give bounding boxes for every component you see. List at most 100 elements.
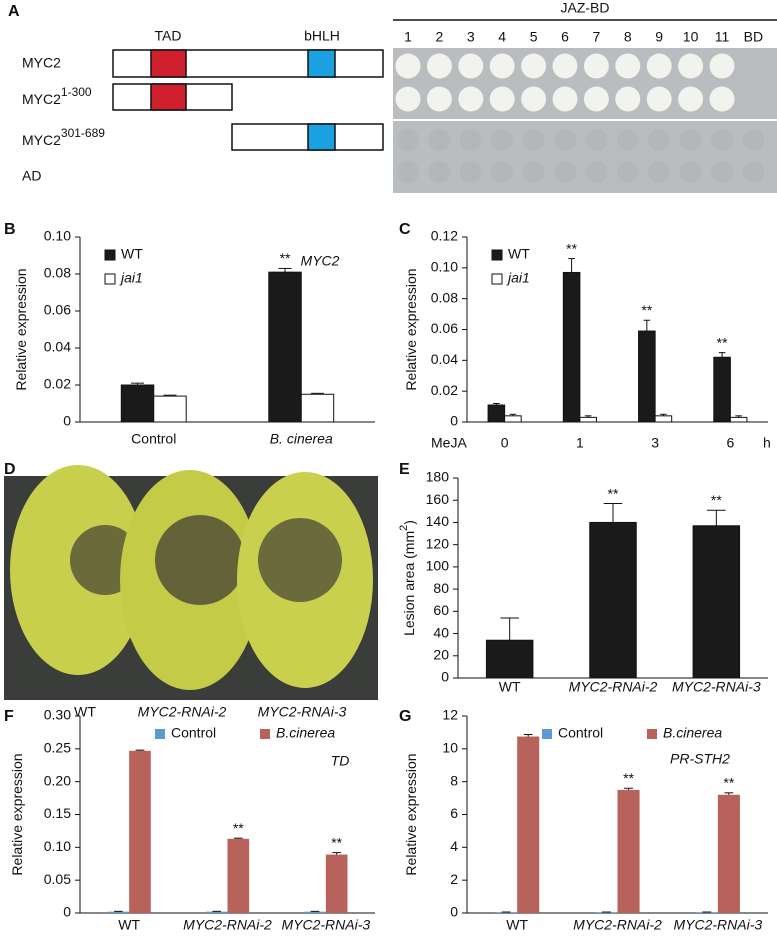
colony — [709, 86, 735, 112]
legend-swatch — [155, 729, 165, 739]
y-tick-label: 0.04 — [431, 351, 458, 367]
legend-swatch — [542, 729, 552, 739]
y-tick-label: 20 — [433, 646, 449, 662]
x-tick-label: WT — [118, 917, 140, 933]
y-tick-label: 0.25 — [44, 740, 71, 756]
bar — [692, 525, 741, 679]
y-axis-label: Lesion area (mm2) — [398, 520, 417, 636]
y-label-text: Relative expression — [13, 268, 29, 390]
column-label: 8 — [624, 29, 632, 45]
bar — [717, 794, 740, 913]
panel-letter: G — [399, 708, 411, 725]
colony-faint — [648, 129, 671, 151]
annotation: MYC2 — [301, 253, 340, 269]
y-tick-label: 0.20 — [44, 772, 71, 788]
y-label-text: Relative expression — [9, 753, 25, 875]
colony — [552, 86, 578, 112]
x-tick-label: MYC2-RNAi-2 — [569, 679, 658, 695]
colony — [458, 86, 484, 112]
colony-faint — [428, 129, 451, 151]
y-tick-label: 0.10 — [44, 838, 71, 854]
x-tick-label: WT — [499, 679, 521, 695]
significance: ** — [233, 820, 244, 836]
column-label: 10 — [683, 29, 699, 45]
legend-swatch — [104, 249, 116, 261]
construct-label: MYC2301-689 — [22, 126, 105, 148]
panel-letter: D — [4, 461, 16, 478]
y-axis-label: Relative expression — [403, 268, 419, 390]
bar — [227, 838, 250, 913]
construct-label: AD — [22, 168, 41, 184]
colony — [395, 53, 421, 79]
y-tick-label: 0.04 — [44, 339, 71, 355]
column-label: BD — [744, 29, 763, 45]
bar — [729, 416, 748, 423]
y-tick-label: 0.12 — [431, 228, 458, 244]
bar — [300, 393, 335, 423]
bar — [304, 911, 326, 913]
domain-label: TAD — [155, 28, 182, 44]
bar — [153, 395, 187, 423]
legend-label: Control — [558, 725, 603, 741]
photo-label: MYC2-RNAi-2 — [138, 704, 227, 720]
x-tick-label: MYC2-RNAi-2 — [573, 917, 662, 933]
legend-swatch — [260, 729, 270, 739]
y-tick-label: 0.02 — [431, 382, 458, 398]
x-tick-label: 1 — [576, 435, 584, 451]
x-tick-label: MYC2-RNAi-3 — [673, 917, 762, 933]
bar — [129, 750, 151, 913]
colony-faint — [554, 129, 576, 151]
y-tick-label: 8 — [450, 772, 458, 788]
x-tick-label: WT — [506, 917, 528, 933]
x-tick-label: MYC2-RNAi-2 — [183, 917, 272, 933]
column-label: 1 — [404, 29, 412, 45]
bar — [595, 912, 618, 913]
bar — [504, 415, 522, 423]
colony — [521, 86, 547, 112]
bar — [695, 912, 718, 913]
x-tick-label: 3 — [651, 435, 659, 451]
y-tick-label: 40 — [433, 624, 449, 640]
colony-faint — [491, 129, 514, 151]
y-tick-label: 0.06 — [431, 320, 458, 336]
bhlh-domain — [307, 49, 336, 78]
colony — [521, 53, 547, 79]
legend-label: jai1 — [506, 270, 530, 286]
colony-faint — [711, 129, 733, 151]
y-tick-label: 10 — [442, 740, 458, 756]
column-label: 7 — [593, 29, 601, 45]
y-label-end: ) — [401, 520, 417, 525]
construct-label: MYC21-300 — [22, 85, 92, 107]
bar — [325, 854, 348, 913]
y-tick-label: 0 — [63, 904, 71, 920]
significance: ** — [711, 492, 722, 508]
colony-faint — [742, 161, 765, 183]
column-label: 5 — [530, 29, 538, 45]
legend-swatch — [491, 273, 503, 285]
legend-label: jai1 — [119, 270, 143, 286]
x-tick-label: MYC2-RNAi-3 — [672, 679, 761, 695]
legend-swatch — [647, 729, 657, 739]
bar — [579, 416, 597, 423]
colony-faint — [648, 161, 671, 183]
legend-label: B.cinerea — [663, 725, 722, 741]
y-label-sup: 2 — [398, 525, 410, 531]
construct-label: MYC2 — [22, 55, 61, 71]
tad-domain — [150, 49, 187, 78]
y-tick-label: 60 — [433, 602, 449, 618]
significance: ** — [280, 250, 291, 266]
panel-letter: F — [4, 708, 14, 725]
colony — [458, 53, 484, 79]
bar — [487, 404, 506, 423]
panel-letter: B — [4, 221, 16, 238]
colony — [426, 86, 452, 112]
y-tick-label: 0.30 — [44, 707, 71, 723]
bar — [485, 639, 534, 679]
y-label-text: Relative expression — [403, 753, 419, 875]
bar — [120, 384, 155, 423]
annotation: TD — [331, 753, 350, 769]
bar — [617, 789, 640, 913]
y-axis-label: Relative expression — [9, 753, 25, 875]
colony-faint — [522, 129, 545, 151]
y-tick-label: 0.10 — [44, 228, 71, 244]
